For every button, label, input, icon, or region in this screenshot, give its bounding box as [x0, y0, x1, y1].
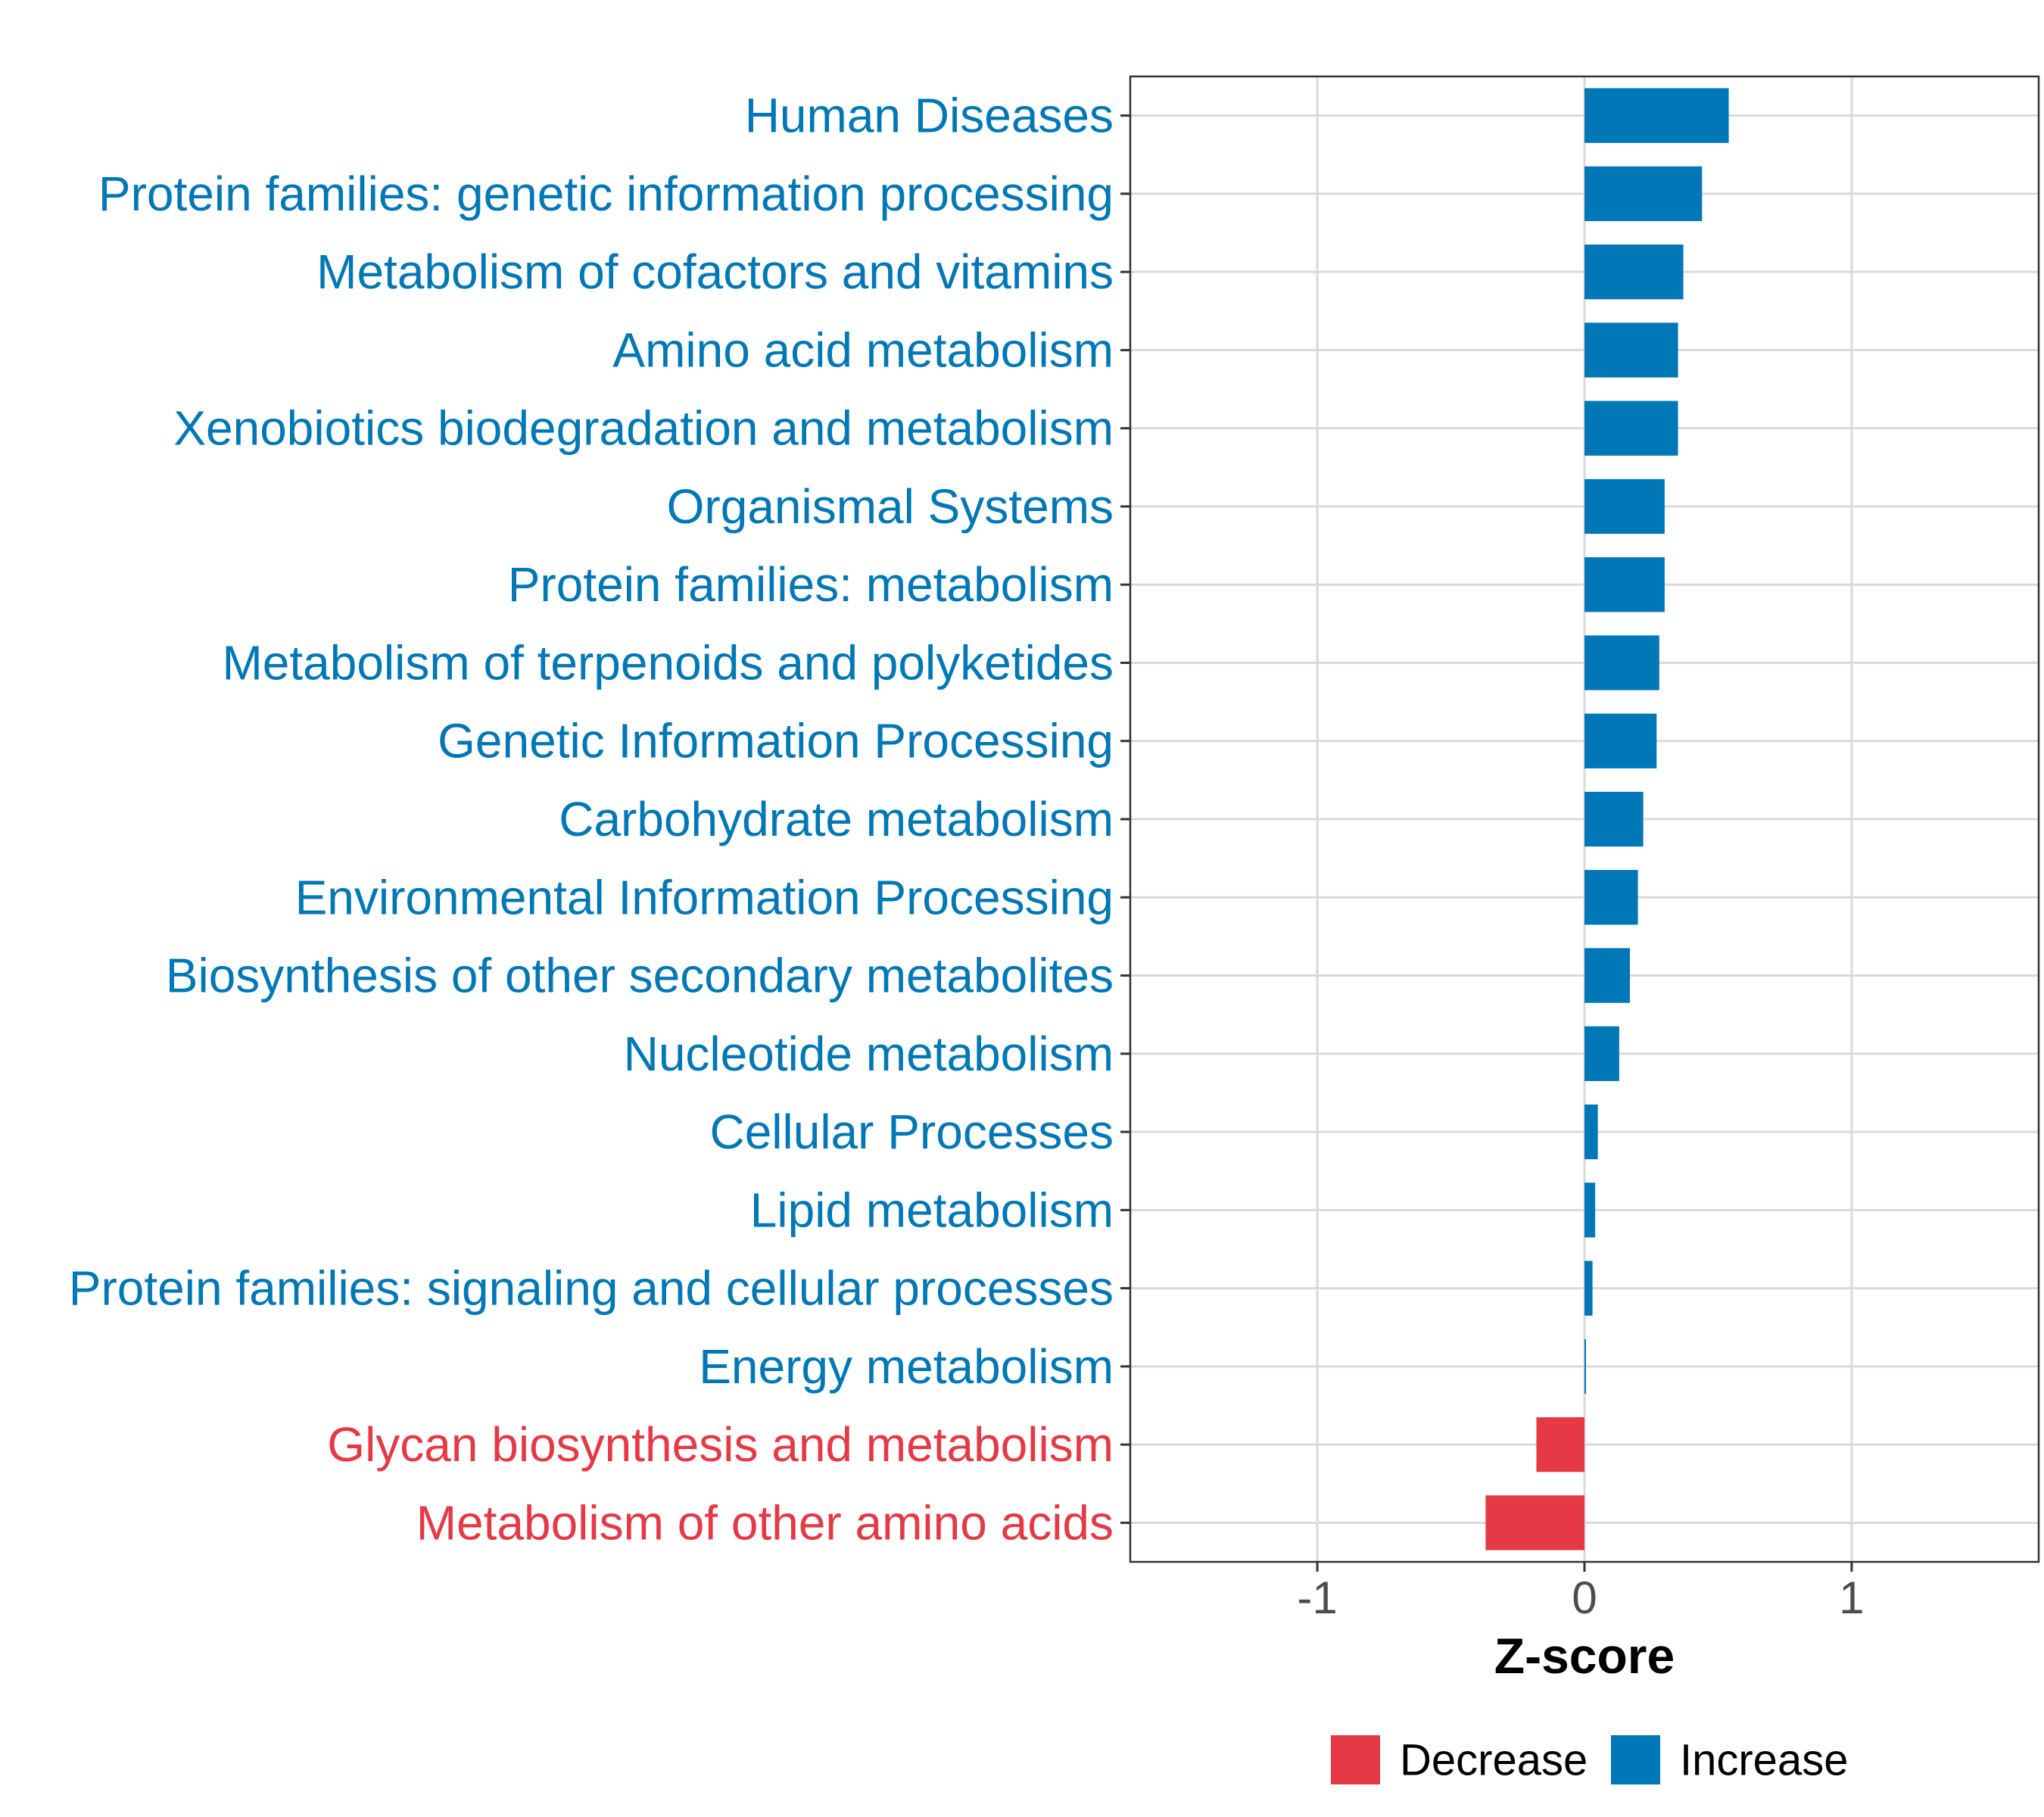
bar	[1584, 478, 1665, 535]
legend-swatch-decrease	[1331, 1735, 1380, 1784]
bar	[1584, 245, 1684, 300]
category-label: Protein families: metabolism	[508, 557, 1114, 612]
category-label: Organismal Systems	[667, 479, 1114, 534]
legend-label-increase: Increase	[1680, 1736, 1848, 1785]
bar	[1485, 1495, 1584, 1551]
bar	[1584, 88, 1729, 143]
bar	[1584, 1104, 1598, 1160]
bar	[1584, 323, 1678, 378]
x-tick-label: -1	[1297, 1572, 1337, 1623]
bar	[1584, 948, 1630, 1003]
legend-label-decrease: Decrease	[1400, 1736, 1588, 1785]
category-label: Lipid metabolism	[750, 1183, 1114, 1237]
legend: Decrease Increase	[1331, 1735, 1848, 1785]
x-axis-title: Z-score	[1494, 1628, 1675, 1684]
bar	[1584, 1339, 1586, 1394]
category-label: Metabolism of other amino acids	[416, 1495, 1114, 1550]
category-label: Metabolism of cofactors and vitamins	[316, 245, 1114, 299]
category-label: Genetic Information Processing	[438, 714, 1114, 768]
bar	[1584, 713, 1657, 768]
bar	[1584, 635, 1659, 690]
x-axis-ticks: -1 0 1	[1297, 1562, 1865, 1623]
category-label: Metabolism of terpenoids and polyketides	[222, 635, 1114, 690]
category-label: Carbohydrate metabolism	[559, 792, 1114, 846]
bars	[1485, 88, 1729, 1551]
x-tick-label: 1	[1839, 1572, 1864, 1623]
category-label: Protein families: signaling and cellular…	[69, 1261, 1114, 1316]
y-axis-ticks	[1120, 114, 1130, 1524]
category-label: Energy metabolism	[699, 1339, 1114, 1394]
bar	[1584, 791, 1644, 847]
bar	[1584, 1026, 1619, 1081]
category-label: Environmental Information Processing	[295, 870, 1114, 924]
category-label: Protein families: genetic information pr…	[98, 167, 1114, 221]
bar	[1584, 1261, 1593, 1316]
bar	[1584, 166, 1703, 222]
x-tick-label: 0	[1572, 1572, 1597, 1623]
category-label: Xenobiotics biodegradation and metabolis…	[173, 401, 1114, 456]
bar	[1584, 557, 1665, 612]
category-label: Amino acid metabolism	[612, 323, 1114, 377]
bar	[1584, 870, 1638, 925]
legend-swatch-increase	[1611, 1735, 1660, 1784]
bar	[1584, 1183, 1596, 1238]
y-axis-category-labels: Human Diseases Protein families: genetic …	[69, 89, 1114, 1551]
category-label: Human Diseases	[745, 89, 1114, 143]
category-label: Nucleotide metabolism	[624, 1027, 1114, 1081]
bar	[1584, 400, 1678, 456]
category-label: Biosynthesis of other secondary metaboli…	[166, 949, 1114, 1003]
bar	[1536, 1417, 1584, 1473]
category-label: Glycan biosynthesis and metabolism	[327, 1417, 1114, 1472]
category-label: Cellular Processes	[709, 1105, 1114, 1159]
